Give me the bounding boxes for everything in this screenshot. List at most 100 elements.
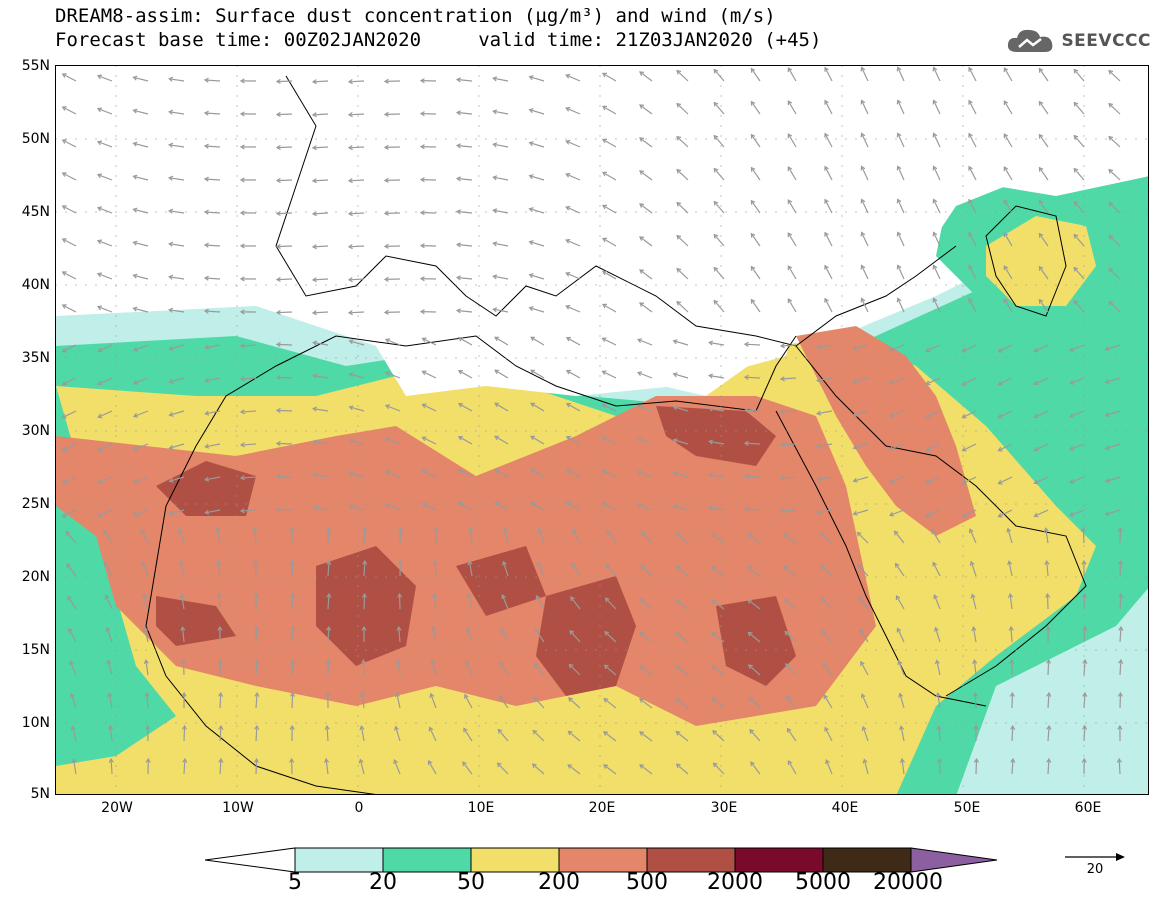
graticule-dot <box>962 705 964 707</box>
graticule-dot <box>445 649 447 651</box>
wind-vector <box>133 208 149 214</box>
wind-vector <box>603 731 617 742</box>
graticule-dot <box>357 345 359 347</box>
wind-vector-head <box>1118 592 1124 598</box>
graticule-dot <box>465 284 467 286</box>
wind-vector <box>502 561 509 577</box>
wind-vector <box>71 726 77 742</box>
wind-vector-head <box>968 231 973 237</box>
band-5-20-europe <box>56 66 1148 316</box>
wind-vector-head <box>1073 200 1079 206</box>
graticule-dot <box>1135 357 1137 359</box>
graticule-dot <box>962 635 964 637</box>
graticule-dot <box>962 765 964 767</box>
wind-vector-head <box>1069 380 1075 385</box>
graticule-dot <box>962 165 964 167</box>
graticule-dot <box>599 395 601 397</box>
graticule-dot <box>515 576 517 578</box>
graticule-dot <box>962 685 964 687</box>
wind-vector-head <box>275 210 281 217</box>
wind-vector <box>182 659 185 676</box>
wind-vector <box>639 170 653 181</box>
graticule-dot <box>236 155 238 157</box>
wind-vector-head <box>601 403 607 409</box>
graticule-dot <box>115 435 117 437</box>
graticule-dot <box>599 505 601 507</box>
graticule-dot <box>135 357 137 359</box>
wind-vector <box>1003 67 1013 82</box>
graticule-dot <box>235 722 237 724</box>
wind-vector-head <box>312 406 318 412</box>
wind-vector-head <box>311 277 317 283</box>
graticule-dot <box>1083 625 1085 627</box>
graticule-dot <box>435 649 437 651</box>
wind-vector <box>861 133 869 148</box>
wind-vector <box>464 694 473 709</box>
wind-vector-head <box>896 66 902 72</box>
wind-vector-head <box>605 563 611 569</box>
wind-vector <box>422 337 437 346</box>
graticule-dot <box>515 138 517 140</box>
wind-vector-head <box>1038 100 1044 106</box>
graticule-dot <box>115 365 117 367</box>
graticule-dot <box>205 503 207 505</box>
graticule-dot <box>125 357 127 359</box>
graticule-dot <box>720 105 722 107</box>
wind-vector <box>937 693 941 709</box>
wind-vector-head <box>824 726 829 732</box>
graticule-dot <box>357 255 359 257</box>
wind-vector-head <box>360 691 366 697</box>
wind-vector-head <box>1108 168 1114 174</box>
wind-vector <box>532 730 545 742</box>
graticule-dot <box>635 503 637 505</box>
wind-vector-head <box>275 111 281 118</box>
graticule-dot <box>1035 138 1037 140</box>
wind-vector-head <box>362 559 368 565</box>
graticule-dot <box>345 430 347 432</box>
wind-vector <box>469 528 473 544</box>
wind-vector <box>602 237 617 247</box>
wind-vector-head <box>1033 347 1039 353</box>
wind-vector <box>709 374 725 379</box>
wind-vector-head <box>816 344 822 350</box>
graticule-dot <box>145 138 147 140</box>
graticule-dot <box>145 576 147 578</box>
wind-vector <box>713 135 725 148</box>
lat-label-35n: 35N <box>21 350 50 366</box>
graticule-dot <box>195 138 197 140</box>
wind-vector <box>529 241 545 247</box>
graticule-dot <box>195 649 197 651</box>
graticule-dot <box>599 775 601 777</box>
graticule-dot <box>720 115 722 117</box>
wind-vector <box>276 376 293 379</box>
wind-vector <box>458 502 473 511</box>
graticule-dot <box>155 211 157 213</box>
wind-vector-head <box>639 731 645 736</box>
wind-vector-head <box>785 695 791 701</box>
graticule-dot <box>962 695 964 697</box>
wind-vector-head <box>567 764 573 769</box>
graticule-dot <box>765 138 767 140</box>
wind-vector <box>327 560 330 577</box>
graticule-dot <box>841 245 843 247</box>
graticule-dot <box>385 576 387 578</box>
graticule-dot <box>478 165 480 167</box>
graticule-dot <box>236 135 238 137</box>
band-500-2000-mali <box>316 546 416 666</box>
graticule-dot <box>1005 722 1007 724</box>
graticule-dot <box>1083 165 1085 167</box>
graticule-dot <box>962 475 964 477</box>
graticule-dot <box>905 649 907 651</box>
graticule-dot <box>255 430 257 432</box>
wind-vector <box>362 659 365 676</box>
graticule-dot <box>465 649 467 651</box>
wind-vector <box>1034 509 1049 517</box>
graticule-dot <box>236 585 238 587</box>
wind-vector <box>532 763 545 775</box>
wind-vector <box>62 271 77 280</box>
wind-vector-head <box>104 561 109 567</box>
graticule-dot <box>478 515 480 517</box>
graticule-dot <box>755 576 757 578</box>
graticule-dot <box>695 284 697 286</box>
graticule-dot <box>478 585 480 587</box>
